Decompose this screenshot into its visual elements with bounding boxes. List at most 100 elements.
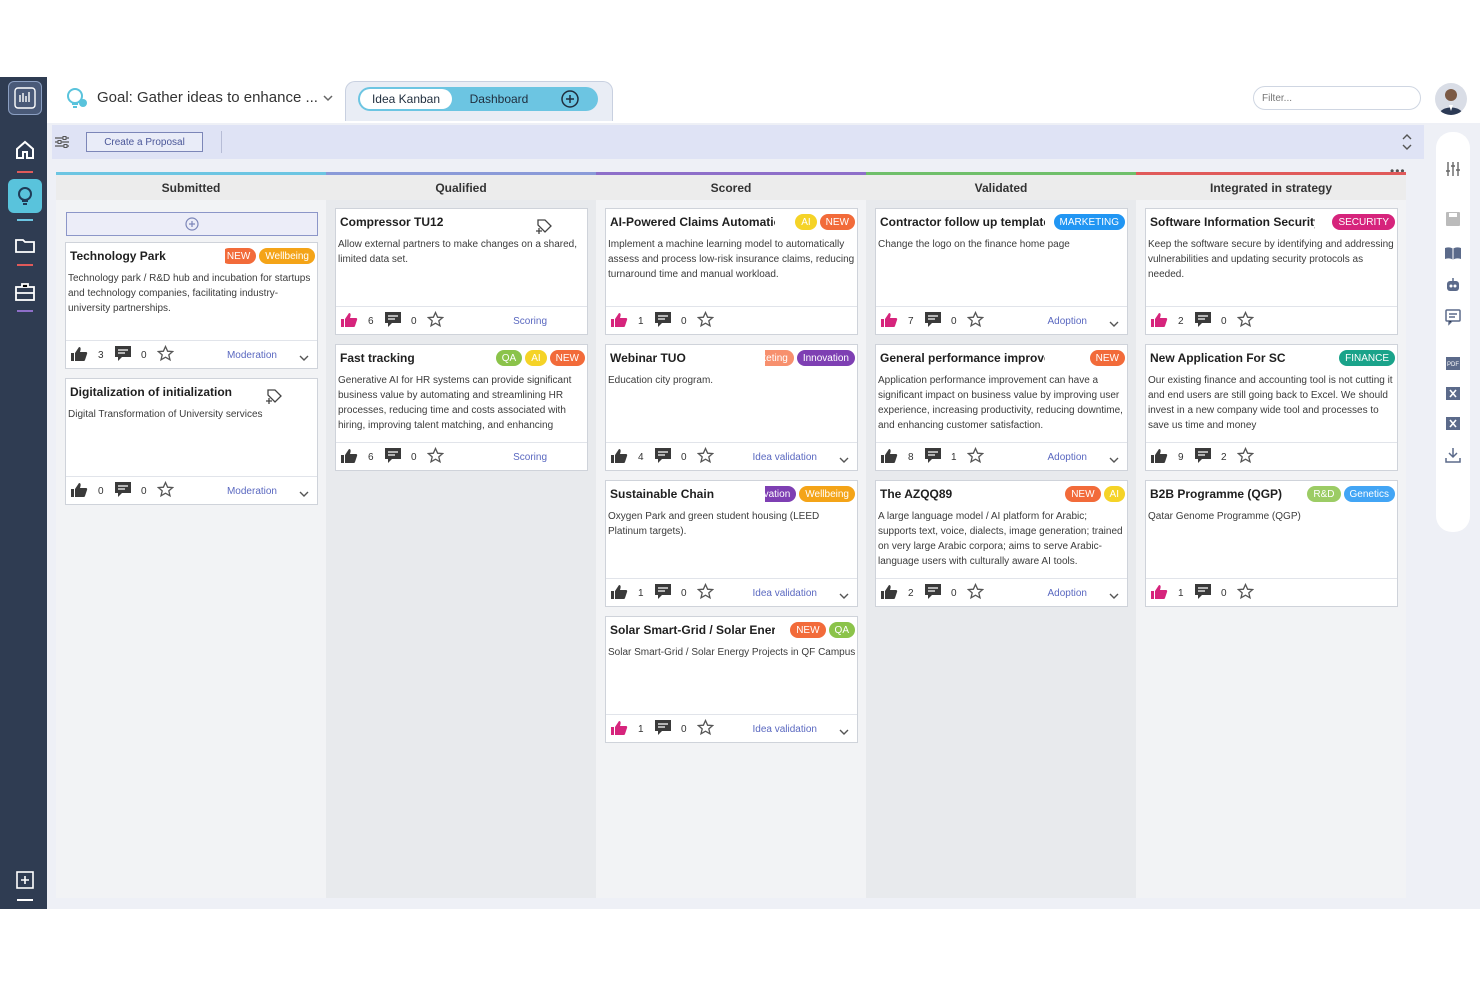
- stage-link[interactable]: Moderation: [226, 350, 277, 361]
- pdf-export-icon[interactable]: PDF: [1444, 354, 1462, 372]
- ideas-lightbulb-icon[interactable]: [8, 179, 42, 213]
- thumbs-up-icon[interactable]: [880, 584, 898, 600]
- chevron-down-icon[interactable]: [839, 724, 849, 735]
- stage-link[interactable]: Idea validation: [752, 452, 818, 463]
- chevron-down-icon[interactable]: [299, 350, 309, 361]
- card-title[interactable]: Webinar TUO: [610, 351, 686, 365]
- tab-dashboard[interactable]: Dashboard: [469, 92, 529, 106]
- robot-icon[interactable]: [1444, 276, 1462, 294]
- star-icon[interactable]: [696, 718, 715, 736]
- idea-card[interactable]: New Application For SC FINANCE Our existin…: [1145, 344, 1398, 471]
- excel-export-icon[interactable]: [1444, 384, 1462, 402]
- add-tab-icon[interactable]: [560, 89, 580, 109]
- thumbs-up-icon[interactable]: [880, 448, 898, 464]
- star-icon[interactable]: [426, 310, 445, 328]
- idea-card[interactable]: Technology Park NEW Wellbeing Technology pa…: [65, 242, 318, 369]
- chevron-down-icon[interactable]: [839, 588, 849, 599]
- card-title[interactable]: Technology Park: [70, 249, 166, 263]
- stage-link[interactable]: Scoring: [513, 316, 547, 327]
- comment-icon[interactable]: [384, 311, 402, 328]
- chevron-down-icon[interactable]: [1109, 452, 1119, 463]
- star-icon[interactable]: [696, 310, 715, 328]
- card-title[interactable]: The AZQQ89: [880, 487, 953, 501]
- comment-icon[interactable]: [924, 447, 942, 464]
- chevron-down-icon[interactable]: [299, 486, 309, 497]
- comment-icon[interactable]: [1194, 447, 1212, 464]
- home-icon[interactable]: [8, 133, 42, 167]
- star-icon[interactable]: [1236, 310, 1255, 328]
- stage-link[interactable]: Adoption: [1047, 452, 1087, 463]
- comment-icon[interactable]: [654, 719, 672, 736]
- thumbs-up-icon[interactable]: [610, 584, 628, 600]
- comment-icon[interactable]: [654, 447, 672, 464]
- comment-icon[interactable]: [654, 583, 672, 600]
- comment-icon[interactable]: [1194, 311, 1212, 328]
- idea-card[interactable]: AI-Powered Claims Automation AI NEW Impleme…: [605, 208, 858, 335]
- thumbs-up-icon[interactable]: [70, 346, 88, 362]
- add-idea-button[interactable]: [66, 212, 318, 236]
- card-title[interactable]: Digitalization of initialization: [70, 385, 232, 399]
- idea-card[interactable]: Software Information Security SECURITY Kee…: [1145, 208, 1398, 335]
- download-icon[interactable]: [1444, 446, 1462, 464]
- thumbs-up-icon[interactable]: [70, 482, 88, 498]
- filter-input[interactable]: [1253, 86, 1421, 110]
- thumbs-up-icon[interactable]: [610, 720, 628, 736]
- card-title[interactable]: Software Information Security: [1150, 215, 1315, 229]
- star-icon[interactable]: [1236, 582, 1255, 600]
- thumbs-up-icon[interactable]: [610, 448, 628, 464]
- star-icon[interactable]: [156, 480, 175, 498]
- idea-card[interactable]: Fast tracking QA AI NEW Generative AI for HR…: [335, 344, 588, 471]
- card-title[interactable]: General performance improvement: [880, 351, 1045, 365]
- chevron-down-icon[interactable]: [1109, 316, 1119, 327]
- add-tag-icon[interactable]: [265, 387, 283, 405]
- star-icon[interactable]: [696, 446, 715, 464]
- excel-import-icon[interactable]: [1444, 414, 1462, 432]
- star-icon[interactable]: [1236, 446, 1255, 464]
- stage-link[interactable]: Scoring: [513, 452, 547, 463]
- chat-icon[interactable]: [1444, 308, 1462, 326]
- thumbs-up-icon[interactable]: [340, 448, 358, 464]
- collapse-expand-icon[interactable]: [1401, 132, 1413, 152]
- card-title[interactable]: New Application For SC: [1150, 351, 1286, 365]
- comment-icon[interactable]: [114, 345, 132, 362]
- stage-link[interactable]: Idea validation: [752, 588, 818, 599]
- idea-card[interactable]: Solar Smart-Grid / Solar Energy NEW QA Sola…: [605, 616, 858, 743]
- chevron-down-icon[interactable]: [1109, 588, 1119, 599]
- comment-icon[interactable]: [1194, 583, 1212, 600]
- adjust-icon[interactable]: [1444, 160, 1462, 178]
- add-square-icon[interactable]: [8, 863, 42, 897]
- card-title[interactable]: Solar Smart-Grid / Solar Energy: [610, 623, 775, 637]
- stage-link[interactable]: Adoption: [1047, 316, 1087, 327]
- card-title[interactable]: AI-Powered Claims Automation: [610, 215, 775, 229]
- card-title[interactable]: Fast tracking: [340, 351, 415, 365]
- tab-idea-kanban[interactable]: Idea Kanban: [360, 89, 452, 109]
- briefcase-icon[interactable]: [8, 275, 42, 309]
- idea-card[interactable]: The AZQQ89 NEW AI A large language model / …: [875, 480, 1128, 607]
- star-icon[interactable]: [966, 582, 985, 600]
- thumbs-up-icon[interactable]: [880, 312, 898, 328]
- chevron-down-icon[interactable]: [322, 91, 334, 103]
- idea-card[interactable]: Compressor TU12 Allow external partners t…: [335, 208, 588, 335]
- thumbs-up-icon[interactable]: [1150, 584, 1168, 600]
- create-proposal-button[interactable]: Create a Proposal: [86, 132, 203, 152]
- idea-card[interactable]: Contractor follow up template MARKETING Ch…: [875, 208, 1128, 335]
- comment-icon[interactable]: [654, 311, 672, 328]
- thumbs-up-icon[interactable]: [1150, 448, 1168, 464]
- thumbs-up-icon[interactable]: [610, 312, 628, 328]
- card-title[interactable]: Compressor TU12: [340, 215, 444, 229]
- book-icon[interactable]: [1444, 244, 1462, 262]
- idea-card[interactable]: Webinar TUO MarketingInnovation Education …: [605, 344, 858, 471]
- comment-icon[interactable]: [114, 481, 132, 498]
- stage-link[interactable]: Moderation: [226, 486, 277, 497]
- comment-icon[interactable]: [384, 447, 402, 464]
- chevron-down-icon[interactable]: [839, 452, 849, 463]
- idea-card[interactable]: B2B Programme (QGP) R&D Genetics Qatar Geno…: [1145, 480, 1398, 607]
- idea-card[interactable]: Digitalization of initialization Digital …: [65, 378, 318, 505]
- star-icon[interactable]: [966, 446, 985, 464]
- comment-icon[interactable]: [924, 311, 942, 328]
- star-icon[interactable]: [156, 344, 175, 362]
- stage-link[interactable]: Idea validation: [752, 724, 818, 735]
- folder-icon[interactable]: [8, 228, 42, 262]
- user-avatar[interactable]: [1435, 83, 1467, 115]
- app-logo-icon[interactable]: [8, 81, 42, 115]
